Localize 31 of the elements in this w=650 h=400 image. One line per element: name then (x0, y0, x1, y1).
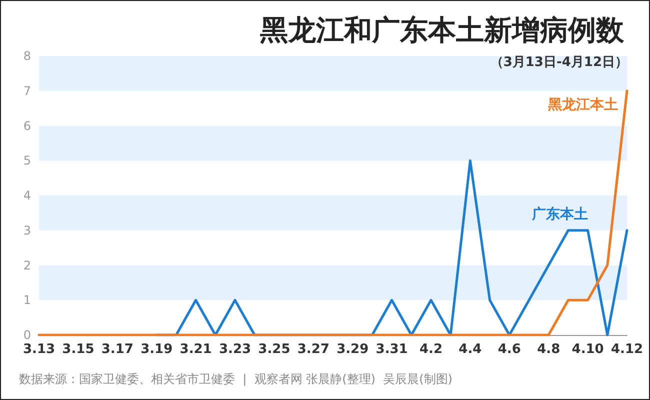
x-tick-label: 3.21 (180, 342, 212, 357)
y-tick-label: 8 (23, 49, 31, 63)
x-tick-label: 3.17 (101, 342, 134, 357)
x-tick-label: 3.15 (62, 342, 94, 357)
y-tick-label: 2 (23, 258, 31, 272)
y-tick-label: 3 (23, 223, 31, 238)
y-tick-label: 5 (23, 154, 31, 168)
line-series (38, 90, 628, 336)
x-tick-label: 3.23 (218, 342, 252, 357)
chart-subtitle: （3月13日-4月12日） (490, 55, 628, 70)
x-tick-label: 4.8 (537, 342, 560, 357)
x-tick-label: 3.25 (258, 342, 290, 357)
x-tick-label: 3.29 (336, 342, 369, 357)
y-tick-label: 4 (23, 188, 31, 202)
y-tick-label: 1 (23, 293, 31, 308)
source-note: 数据来源：国家卫健委、相关省市卫健委 | 观察者网 张晨静(整理) 吴辰晨(制图) (19, 372, 452, 386)
series-label: 黑龙江本土 (547, 96, 618, 113)
y-tick-label: 0 (23, 328, 31, 342)
series-label: 广东本土 (531, 205, 588, 222)
x-tick-label: 3.27 (297, 342, 330, 357)
x-tick-label: 3.31 (376, 342, 408, 357)
y-tick-label: 7 (23, 84, 31, 98)
chart-title: 黑龙江和广东本土新增病例数 (259, 14, 625, 46)
x-tick-label: 4.6 (498, 342, 521, 357)
x-tick-label: 3.19 (140, 342, 173, 357)
x-tick-label: 3.13 (22, 342, 56, 357)
x-tick-label: 4.4 (458, 342, 482, 357)
x-tick-label: 4.2 (419, 342, 443, 357)
y-tick-label: 6 (23, 118, 31, 133)
x-tick-label: 4.12 (610, 342, 644, 357)
x-tick-label: 4.10 (572, 342, 604, 357)
